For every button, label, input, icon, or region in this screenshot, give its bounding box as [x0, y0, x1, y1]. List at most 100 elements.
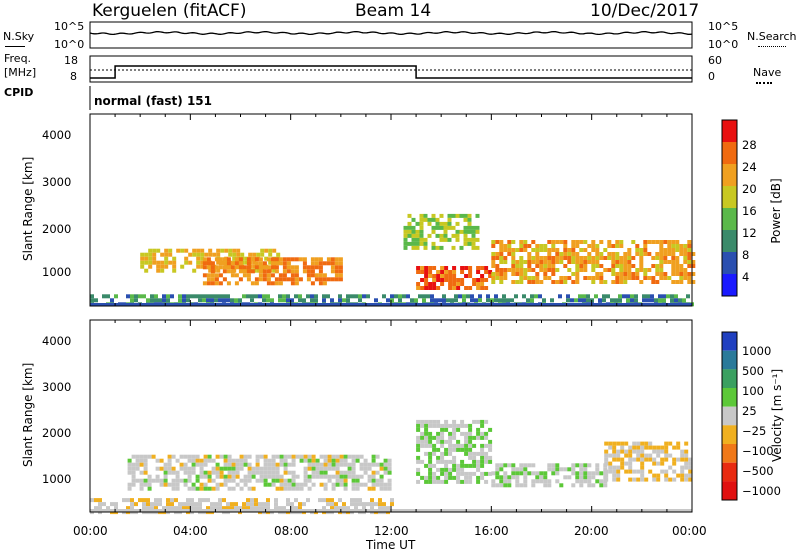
velocity-cell	[155, 474, 160, 479]
power-cell	[440, 282, 445, 286]
power-cell	[451, 245, 456, 250]
velocity-cell	[231, 478, 236, 483]
power-cell	[138, 294, 142, 299]
velocity-cell	[195, 478, 200, 483]
power-cell	[202, 281, 207, 286]
velocity-cell	[464, 475, 469, 480]
power-cell	[439, 233, 444, 238]
velocity-cell	[480, 471, 485, 476]
power-cell	[631, 276, 636, 280]
velocity-cell	[595, 463, 600, 468]
velocity-cell	[476, 419, 481, 424]
velocity-cell	[587, 483, 592, 488]
power-cell	[598, 298, 602, 303]
power-cell	[543, 276, 548, 280]
velocity-cell	[223, 458, 228, 463]
power-cell	[467, 229, 472, 234]
power-cell	[346, 298, 350, 303]
power-cell	[659, 276, 664, 280]
power-cell	[534, 294, 538, 299]
velocity-cell	[579, 467, 584, 472]
power-cell	[659, 268, 664, 272]
power-cell	[539, 256, 544, 260]
power-cell	[579, 268, 584, 272]
velocity-cell	[448, 467, 453, 472]
velocity-cell	[432, 463, 437, 468]
power-cell	[655, 252, 660, 256]
power-cell	[475, 237, 480, 242]
power-cell	[555, 268, 560, 272]
velocity-cell	[424, 479, 429, 484]
nsky-underline	[5, 46, 25, 47]
power-cell	[571, 240, 576, 244]
power-cell	[647, 268, 652, 272]
velocity-cell	[191, 466, 196, 471]
power-cell	[164, 260, 169, 265]
velocity-cell	[327, 474, 332, 479]
velocity-scale-swatch	[722, 332, 737, 351]
power-cell	[607, 240, 612, 244]
power-cell	[330, 265, 335, 270]
velocity-cell	[167, 454, 172, 459]
power-cell	[586, 294, 590, 299]
velocity-cell	[448, 471, 453, 476]
power-cell	[527, 256, 532, 260]
velocity-cell	[199, 470, 204, 475]
power-cell	[634, 294, 638, 299]
velocity-cell	[543, 471, 548, 476]
power-cell	[675, 260, 680, 264]
chart-title: Kerguelen (fitACF)	[92, 1, 247, 21]
velocity-cell	[322, 506, 326, 511]
power-cell	[440, 266, 445, 270]
power-cell	[499, 280, 504, 284]
velocity-cell	[656, 461, 661, 466]
velocity-cell	[359, 474, 364, 479]
power-cell	[448, 270, 453, 274]
velocity-cell	[620, 457, 625, 462]
power-cell	[150, 294, 154, 299]
velocity-cell	[263, 458, 268, 463]
power-cell	[547, 248, 552, 252]
velocity-cell	[620, 461, 625, 466]
power-cell	[547, 252, 552, 256]
velocity-cell	[234, 506, 238, 511]
noise-tick-bottom-left: 10^0	[54, 38, 85, 51]
velocity-cell	[547, 483, 552, 488]
velocity-cell	[460, 459, 465, 464]
velocity-cell	[416, 467, 421, 472]
power-cell	[250, 269, 255, 274]
power-cell	[214, 294, 218, 299]
velocity-cell	[187, 478, 192, 483]
velocity-cell	[290, 506, 294, 511]
power-cell	[270, 281, 275, 286]
power-cell	[495, 276, 500, 280]
velocity-cell	[147, 454, 152, 459]
velocity-scale-tick: 500	[742, 364, 764, 378]
velocity-cell	[604, 469, 609, 474]
power-cell	[294, 265, 299, 270]
velocity-cell	[143, 478, 148, 483]
power-cell	[671, 240, 676, 244]
velocity-cell	[214, 502, 218, 507]
velocity-cell	[299, 458, 304, 463]
velocity-cell	[315, 462, 320, 467]
power-cell	[463, 213, 468, 218]
velocity-cell	[254, 502, 258, 507]
velocity-cell	[251, 486, 256, 491]
power-cell	[519, 280, 524, 284]
velocity-cell	[371, 454, 376, 459]
power-cell	[623, 260, 628, 264]
velocity-cell	[363, 462, 368, 467]
velocity-cell	[339, 458, 344, 463]
power-cell	[214, 298, 218, 303]
velocity-cell	[648, 445, 653, 450]
power-cell	[268, 260, 273, 265]
velocity-cell	[371, 470, 376, 475]
power-cell	[462, 298, 466, 303]
power-cell	[208, 248, 213, 253]
velocity-cell	[424, 443, 429, 448]
power-cell	[607, 252, 612, 256]
power-cell	[491, 264, 496, 268]
power-cell	[407, 229, 412, 234]
velocity-cell	[543, 475, 548, 480]
